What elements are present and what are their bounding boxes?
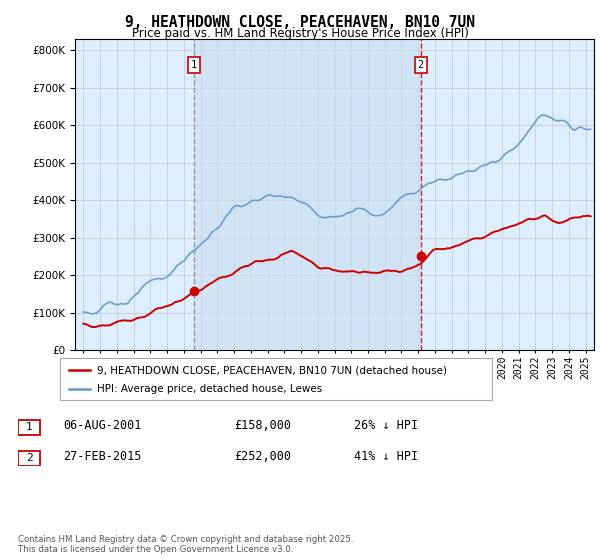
Text: 9, HEATHDOWN CLOSE, PEACEHAVEN, BN10 7UN: 9, HEATHDOWN CLOSE, PEACEHAVEN, BN10 7UN — [125, 15, 475, 30]
Text: £158,000: £158,000 — [234, 419, 291, 432]
Text: 27-FEB-2015: 27-FEB-2015 — [63, 450, 142, 463]
Bar — [194, 39, 421, 350]
Text: 06-AUG-2001: 06-AUG-2001 — [63, 419, 142, 432]
Text: 1: 1 — [191, 60, 197, 71]
Text: HPI: Average price, detached house, Lewes: HPI: Average price, detached house, Lewe… — [97, 384, 322, 394]
Text: 41% ↓ HPI: 41% ↓ HPI — [354, 450, 418, 463]
Text: 26% ↓ HPI: 26% ↓ HPI — [354, 419, 418, 432]
Text: 1: 1 — [26, 422, 33, 432]
Text: 2: 2 — [26, 453, 33, 463]
Text: 9, HEATHDOWN CLOSE, PEACEHAVEN, BN10 7UN (detached house): 9, HEATHDOWN CLOSE, PEACEHAVEN, BN10 7UN… — [97, 365, 447, 375]
Text: Price paid vs. HM Land Registry's House Price Index (HPI): Price paid vs. HM Land Registry's House … — [131, 27, 469, 40]
Text: £252,000: £252,000 — [234, 450, 291, 463]
Text: 2: 2 — [418, 60, 424, 71]
Text: Contains HM Land Registry data © Crown copyright and database right 2025.
This d: Contains HM Land Registry data © Crown c… — [18, 535, 353, 554]
